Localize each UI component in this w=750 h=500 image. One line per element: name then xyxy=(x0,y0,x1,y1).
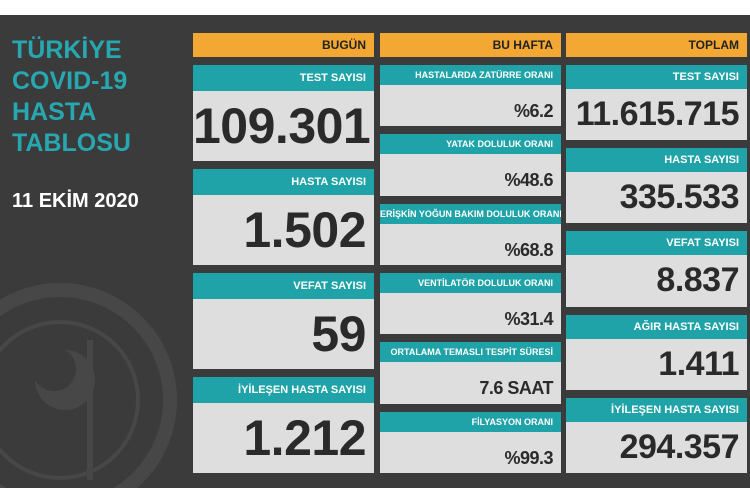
stat-label: HASTA SAYISI xyxy=(193,169,374,195)
stat-label: TEST SAYISI xyxy=(566,65,747,89)
stat-label: YATAK DOLULUK ORANI xyxy=(380,134,561,155)
stat-label: VEFAT SAYISI xyxy=(566,231,747,256)
stat-value: 1.502 xyxy=(193,195,374,265)
title-line: TÜRKİYE xyxy=(12,36,122,64)
stat-value: 11.615.715 xyxy=(566,89,747,141)
column-header: TOPLAM xyxy=(566,33,747,57)
stat-value: %68.8 xyxy=(380,223,561,265)
stat-value: %99.3 xyxy=(380,431,561,473)
stat-value: %48.6 xyxy=(380,154,561,196)
stat-label: HASTA SAYISI xyxy=(566,148,747,173)
stat-value: 7.6 SAAT xyxy=(380,362,561,404)
emblem xyxy=(0,283,177,488)
stat-value: 1.212 xyxy=(193,403,374,473)
title-line: COVID-19 xyxy=(12,67,128,95)
stat-value: %31.4 xyxy=(380,293,561,335)
stat-label: ORTALAMA TEMASLI TESPİT SÜRESİ xyxy=(380,342,561,363)
stat-value: %6.2 xyxy=(380,85,561,127)
stat-label: HASTALARDA ZATÜRRE ORANI xyxy=(380,65,561,85)
date: 11 EKİM 2020 xyxy=(12,190,139,212)
stat-value: 335.533 xyxy=(566,172,747,224)
stat-value: 109.301 xyxy=(193,91,374,161)
stat-value: 8.837 xyxy=(566,255,747,307)
stat-label: İYİLEŞEN HASTA SAYISI xyxy=(566,397,747,422)
stat-value: 59 xyxy=(193,299,374,369)
title-line: TABLOSU xyxy=(12,129,131,157)
stat-value: 294.357 xyxy=(566,421,747,473)
title-line: HASTA xyxy=(12,98,97,126)
stat-value: 1.411 xyxy=(566,338,747,390)
stat-label: VEFAT SAYISI xyxy=(193,273,374,299)
stat-label: AĞIR HASTA SAYISI xyxy=(566,314,747,339)
stat-label: TEST SAYISI xyxy=(193,65,374,91)
column-header: BU HAFTA xyxy=(380,33,561,57)
stat-label: ERİŞKİN YOĞUN BAKIM DOLULUK ORANI xyxy=(380,203,561,224)
dashboard: TÜRKİYE COVID-19 HASTA TABLOSU 11 EKİM 2020 B… xyxy=(0,15,750,488)
stat-label: İYİLEŞEN HASTA SAYISI xyxy=(193,377,374,403)
stat-label: FİLYASYON ORANI xyxy=(380,411,561,432)
column-header: BUGÜN xyxy=(193,33,374,57)
stat-label: VENTİLATÖR DOLULUK ORANI xyxy=(380,273,561,293)
